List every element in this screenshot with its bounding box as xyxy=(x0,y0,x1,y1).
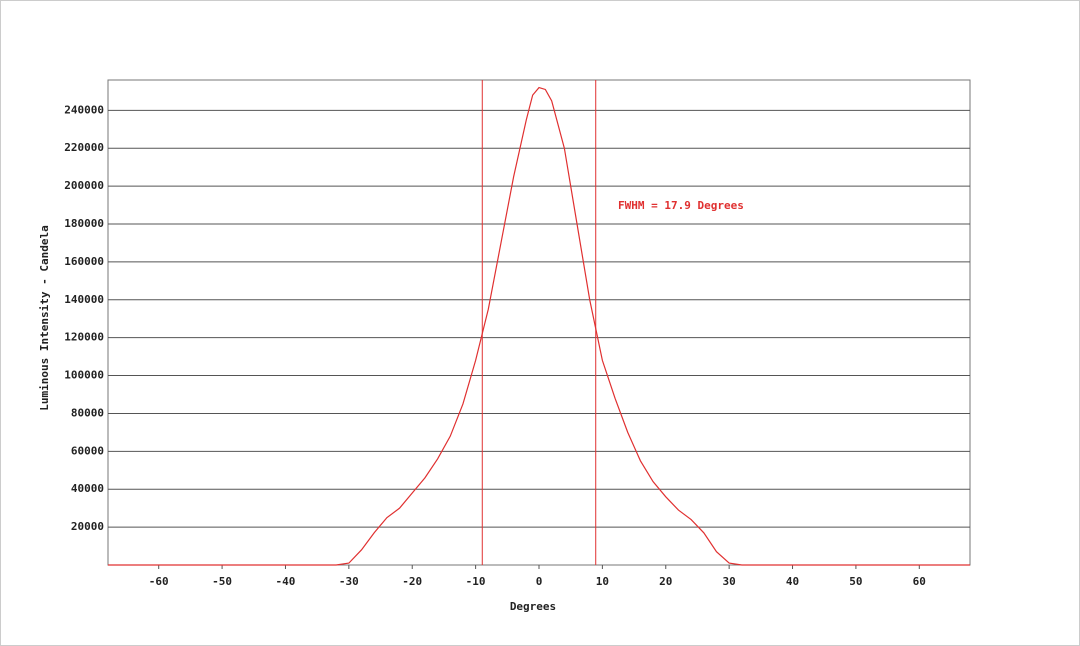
x-tick-label: -60 xyxy=(149,575,169,588)
y-tick-label: 220000 xyxy=(64,141,104,154)
x-tick-label: -50 xyxy=(212,575,232,588)
y-tick-label: 60000 xyxy=(71,444,104,457)
x-tick-label: 30 xyxy=(723,575,736,588)
fwhm-annotation: FWHM = 17.9 Degrees xyxy=(618,199,744,212)
x-tick-label: 20 xyxy=(659,575,672,588)
x-tick-label: 40 xyxy=(786,575,799,588)
intensity-curve xyxy=(108,86,970,566)
x-tick-label: -20 xyxy=(402,575,422,588)
x-tick-label: 0 xyxy=(536,575,543,588)
x-tick-label: -40 xyxy=(276,575,296,588)
x-axis-label: Degrees xyxy=(510,600,556,613)
y-tick-label: 20000 xyxy=(71,520,104,533)
y-tick-label: 200000 xyxy=(64,179,104,192)
x-tick-label: 50 xyxy=(849,575,862,588)
y-axis-label: Luminous Intensity - Candela xyxy=(38,225,51,410)
y-tick-label: 40000 xyxy=(71,482,104,495)
y-tick-label: 160000 xyxy=(64,255,104,268)
x-tick-label: 60 xyxy=(913,575,926,588)
y-tick-label: 180000 xyxy=(64,217,104,230)
y-tick-label: 120000 xyxy=(64,331,104,344)
y-tick-label: 240000 xyxy=(64,103,104,116)
x-tick-label: 10 xyxy=(596,575,609,588)
x-tick-label: -30 xyxy=(339,575,359,588)
y-tick-label: 80000 xyxy=(71,406,104,419)
x-tick-label: -10 xyxy=(466,575,486,588)
y-tick-label: 100000 xyxy=(64,369,104,382)
y-tick-label: 140000 xyxy=(64,293,104,306)
plot-area xyxy=(107,79,971,566)
